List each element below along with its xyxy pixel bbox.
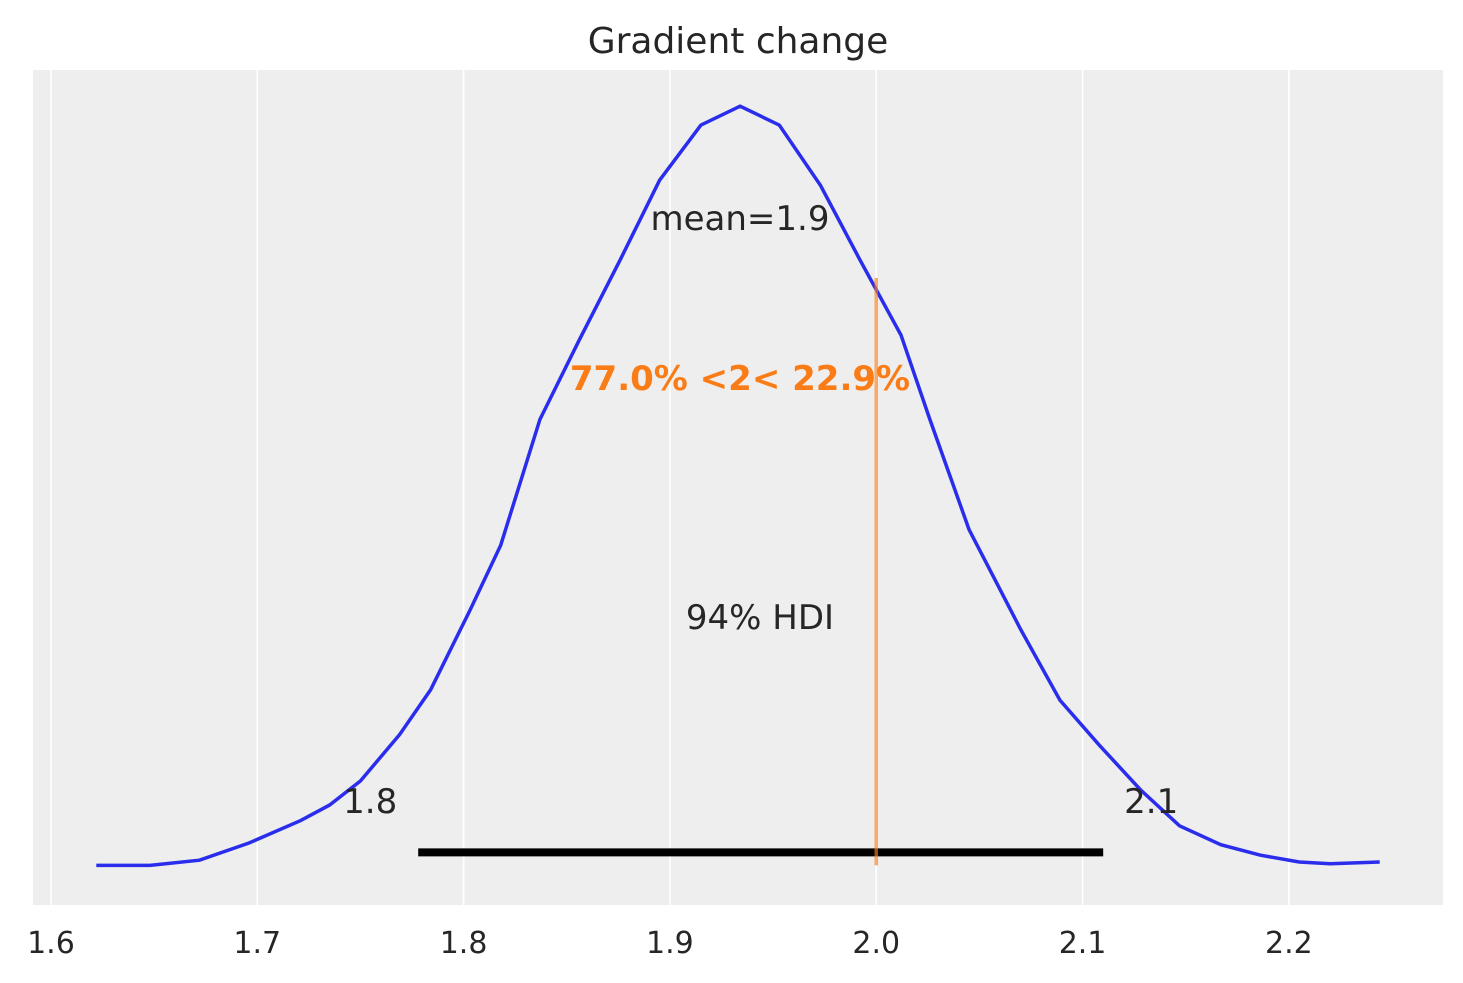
x-tick-label: 2.0 — [852, 926, 900, 961]
x-tick-label: 2.1 — [1059, 926, 1107, 961]
reference-label: 77.0% <2< 22.9% — [570, 359, 910, 399]
x-tick-label: 1.7 — [233, 926, 281, 961]
x-tick-label: 1.6 — [27, 926, 75, 961]
x-tick-label: 1.8 — [440, 926, 488, 961]
hdi-high-label: 2.1 — [1124, 782, 1178, 822]
plot-area — [33, 70, 1443, 905]
x-tick-label: 2.2 — [1265, 926, 1313, 961]
hdi-label: 94% HDI — [686, 598, 834, 638]
hdi-low-label: 1.8 — [343, 782, 397, 822]
x-tick-label: 1.9 — [646, 926, 694, 961]
mean-label: mean=1.9 — [651, 199, 830, 239]
chart-title: Gradient change — [588, 21, 889, 62]
density-curve — [96, 104, 1380, 868]
